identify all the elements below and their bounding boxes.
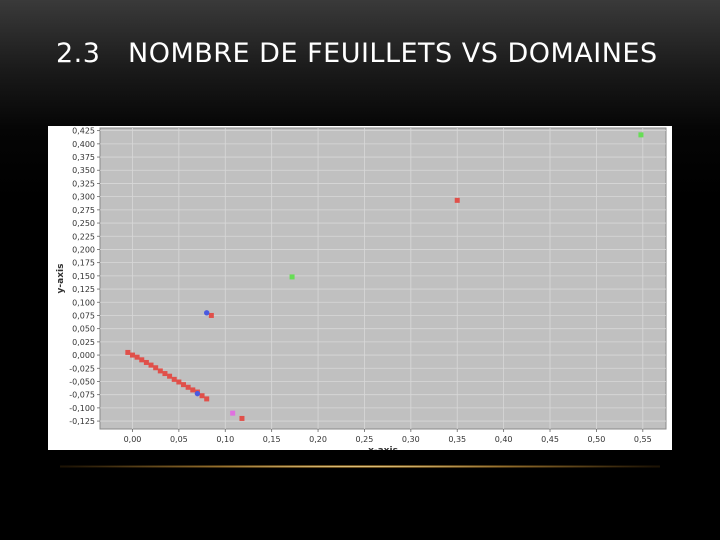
- data-point: [157, 368, 163, 374]
- y-tick-label: -0,125: [69, 417, 95, 426]
- data-point: [181, 382, 187, 388]
- data-point: [125, 349, 131, 355]
- data-point: [176, 379, 182, 385]
- scatter-chart: -0,125 -0,100 -0,075 -0,050 -0,025 0,000 0,025…: [56, 127, 667, 450]
- y-tick-label: 0,100: [72, 298, 95, 307]
- data-point: [162, 371, 168, 377]
- data-point: [167, 373, 173, 379]
- y-tick-label: 0,325: [72, 179, 95, 188]
- axis-ticks: -0,125 -0,100 -0,075 -0,050 -0,025 0,000 0,025…: [69, 127, 652, 444]
- y-tick-label: -0,100: [69, 404, 95, 413]
- data-point: [194, 390, 201, 397]
- data-point: [129, 352, 135, 358]
- y-tick-label: 0,075: [72, 311, 95, 320]
- x-tick-label: 0,25: [356, 435, 374, 444]
- data-point: [199, 393, 205, 399]
- data-point: [204, 396, 210, 402]
- slide-title: 2.3 NOMBRE DE FEUILLETS VS DOMAINES: [56, 38, 658, 69]
- data-point: [454, 197, 460, 203]
- x-tick-label: 0,15: [263, 435, 281, 444]
- y-tick-label: 0,150: [72, 272, 95, 281]
- slide-title-text: NOMBRE DE FEUILLETS VS DOMAINES: [128, 38, 658, 69]
- x-tick-label: 0,45: [541, 435, 559, 444]
- chart-frame: -0,125 -0,100 -0,075 -0,050 -0,025 0,000 0,025…: [48, 126, 672, 450]
- data-point: [134, 354, 140, 360]
- y-tick-label: 0,425: [72, 127, 95, 136]
- y-tick-label: 0,350: [72, 166, 95, 175]
- data-point: [190, 387, 196, 393]
- x-tick-label: 0,30: [402, 435, 420, 444]
- x-axis-title: x-axis: [368, 446, 398, 450]
- data-point: [171, 376, 177, 382]
- y-axis-title: y-axis: [56, 264, 66, 294]
- x-tick-label: 0,55: [634, 435, 652, 444]
- y-tick-label: 0,250: [72, 219, 95, 228]
- data-point: [139, 357, 145, 363]
- y-tick-label: -0,050: [69, 377, 95, 386]
- y-tick-label: -0,025: [69, 364, 95, 373]
- y-tick-label: 0,275: [72, 206, 95, 215]
- y-tick-label: 0,200: [72, 245, 95, 254]
- data-point: [185, 384, 191, 390]
- plot-area: [99, 127, 667, 430]
- decorative-divider: [60, 465, 660, 468]
- x-tick-label: 0,35: [448, 435, 466, 444]
- x-tick-label: 0,50: [588, 435, 606, 444]
- data-point: [208, 312, 214, 318]
- y-tick-label: 0,300: [72, 193, 95, 202]
- x-tick-label: 0,00: [124, 435, 142, 444]
- x-tick-label: 0,40: [495, 435, 513, 444]
- data-point: [230, 410, 236, 416]
- y-tick-label: 0,225: [72, 232, 95, 241]
- y-tick-label: -0,075: [69, 391, 95, 400]
- data-point: [143, 359, 149, 365]
- y-tick-label: 0,400: [72, 140, 95, 149]
- data-points: [125, 132, 644, 421]
- y-tick-label: 0,000: [72, 351, 95, 360]
- y-tick-label: 0,375: [72, 153, 95, 162]
- data-point: [204, 310, 210, 316]
- y-tick-label: 0,125: [72, 285, 95, 294]
- x-tick-label: 0,05: [170, 435, 188, 444]
- y-tick-label: 0,050: [72, 325, 95, 334]
- x-tick-label: 0,20: [309, 435, 327, 444]
- data-point: [153, 365, 159, 371]
- grid-lines: [100, 128, 666, 429]
- data-point: [638, 132, 644, 138]
- x-tick-label: 0,10: [216, 435, 234, 444]
- slide-title-number: 2.3: [56, 38, 101, 69]
- y-tick-label: 0,025: [72, 338, 95, 347]
- data-point: [239, 415, 245, 421]
- data-point: [289, 274, 295, 280]
- y-tick-label: 0,175: [72, 259, 95, 268]
- data-point: [148, 362, 154, 368]
